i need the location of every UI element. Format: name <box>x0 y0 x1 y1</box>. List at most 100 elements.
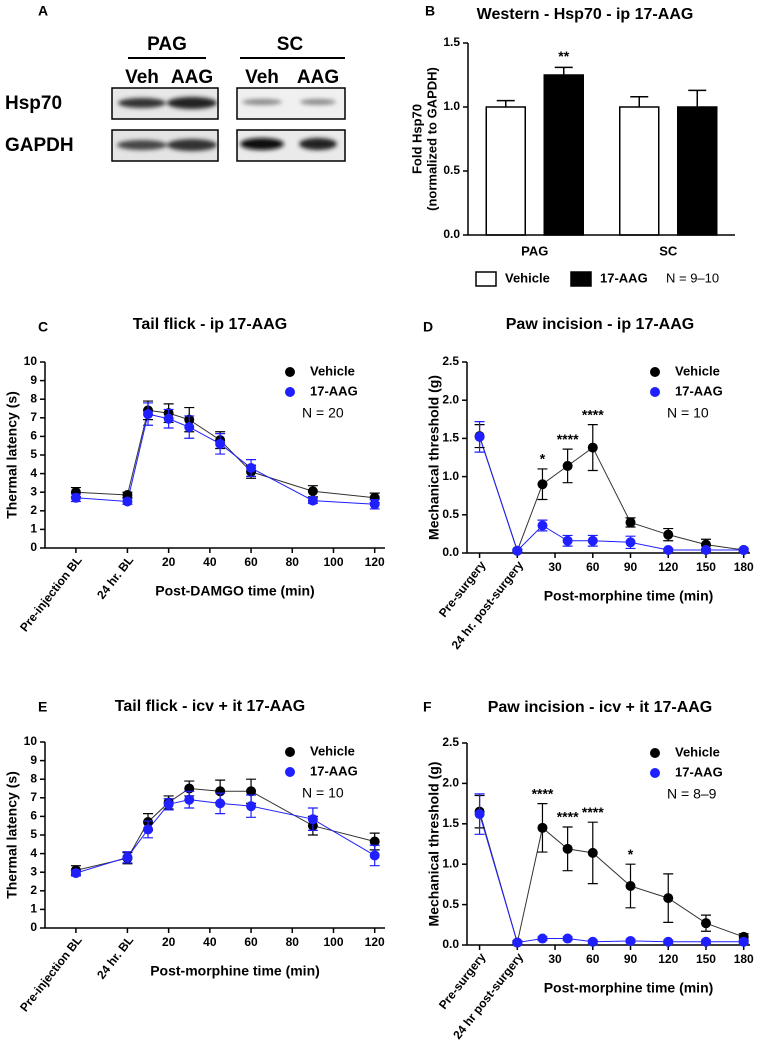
y-tick-label: 2 <box>30 883 37 897</box>
data-point <box>700 936 711 947</box>
significance-label: ** <box>558 48 569 64</box>
data-point <box>307 814 318 825</box>
data-point <box>122 852 133 863</box>
x-tick-label: 60 <box>586 952 600 966</box>
data-point <box>663 529 674 540</box>
x-axis-label: Post-morphine time (min) <box>544 980 714 996</box>
sample-size: N = 20 <box>302 405 344 421</box>
data-point <box>587 535 598 546</box>
legend-label: Vehicle <box>505 270 550 285</box>
legend-marker <box>570 271 592 287</box>
western-blot-panel: A PAG SC Veh AAG Veh AAG Hsp70 GAPDH <box>5 3 346 162</box>
y-axis-label: (normalized to GAPDH) <box>424 67 439 211</box>
data-point <box>663 544 674 555</box>
blot-bands <box>117 97 337 151</box>
legend-marker <box>475 271 497 287</box>
data-point <box>562 933 573 944</box>
x-tick-label: 90 <box>624 952 638 966</box>
y-tick-label: 0.5 <box>442 897 459 911</box>
data-point <box>512 545 523 556</box>
y-tick-label: 0.5 <box>442 507 459 521</box>
error-bar <box>554 66 573 75</box>
y-axis-label: Thermal latency (s) <box>4 771 20 899</box>
sample-size: N = 10 <box>667 405 709 421</box>
y-tick-label: 3 <box>30 864 37 878</box>
y-tick-label: 0 <box>30 920 37 934</box>
y-tick-label: 2.0 <box>442 392 459 406</box>
data-point <box>587 847 598 858</box>
x-tick-label: 40 <box>203 935 217 949</box>
panel-letter: F <box>423 699 432 715</box>
x-tick-label: 30 <box>548 952 562 966</box>
data-point <box>625 881 636 892</box>
data-point <box>625 537 636 548</box>
y-tick-label: 6 <box>30 809 37 823</box>
data-point <box>369 499 380 510</box>
x-tick-label: 20 <box>162 935 176 949</box>
legend-label: 17-AAG <box>310 763 358 778</box>
data-point <box>184 422 195 433</box>
x-tick-label: 180 <box>734 952 754 966</box>
x-tick-label: 150 <box>696 952 716 966</box>
significance-label: * <box>628 846 634 862</box>
y-tick-label: 9 <box>30 753 37 767</box>
x-tick-label: PAG <box>521 243 548 258</box>
y-tick-label: 6 <box>30 429 37 443</box>
data-point <box>307 486 318 497</box>
x-tick-label: 80 <box>286 555 300 569</box>
x-tick-label: 100 <box>323 555 343 569</box>
legend-label: Vehicle <box>675 363 720 378</box>
y-tick-label: 0 <box>30 540 37 554</box>
significance-label: **** <box>557 809 579 825</box>
y-tick-label: 1.0 <box>443 99 460 113</box>
legend-label: Vehicle <box>310 743 355 758</box>
data-point <box>70 492 81 503</box>
y-tick-label: 7 <box>30 410 37 424</box>
legend-marker <box>285 387 295 397</box>
data-point <box>738 936 749 947</box>
sample-size: N = 8–9 <box>667 786 717 802</box>
series-line <box>479 435 744 553</box>
sample-size: N = 10 <box>302 785 344 801</box>
data-point <box>143 824 154 835</box>
blot-row-label: GAPDH <box>5 135 74 156</box>
x-tick-label: 20 <box>162 555 176 569</box>
data-point <box>625 517 636 528</box>
data-point <box>246 463 257 474</box>
data-point <box>246 801 257 812</box>
legend-label: 17-AAG <box>600 270 648 285</box>
data-point <box>215 786 226 797</box>
data-point <box>163 799 174 810</box>
data-point <box>537 933 548 944</box>
lane-label: AAG <box>171 67 213 88</box>
bar <box>677 106 718 236</box>
y-tick-label: 0.0 <box>443 227 460 241</box>
series-line <box>479 436 744 552</box>
data-point <box>143 409 154 420</box>
y-tick-label: 2.5 <box>442 735 459 749</box>
y-tick-label: 10 <box>24 354 38 368</box>
y-tick-label: 0.0 <box>442 545 459 559</box>
data-point <box>215 798 226 809</box>
y-tick-label: 8 <box>30 391 37 405</box>
chart-title: Tail flick - icv + it 17-AAG <box>115 698 305 715</box>
data-point <box>562 535 573 546</box>
blot-group-label: SC <box>277 34 304 55</box>
chart-title: Western - Hsp70 - ip 17-AAG <box>477 6 694 23</box>
x-tick-label: 120 <box>365 935 385 949</box>
legend-label: 17-AAG <box>310 383 358 398</box>
data-point <box>70 868 81 879</box>
data-point <box>537 479 548 490</box>
significance-label: **** <box>582 406 604 422</box>
blot-group-label: PAG <box>147 34 187 55</box>
significance-label: **** <box>582 804 604 820</box>
x-tick-label: 60 <box>586 560 600 574</box>
data-point <box>215 438 226 449</box>
legend-marker <box>650 367 660 377</box>
data-point <box>474 809 485 820</box>
x-tick-label: 60 <box>244 555 258 569</box>
y-tick-label: 1.0 <box>442 469 459 483</box>
y-axis-label: Fold Hsp70 <box>409 104 424 174</box>
blot-row-label: Hsp70 <box>5 93 62 114</box>
y-tick-label: 2 <box>30 503 37 517</box>
